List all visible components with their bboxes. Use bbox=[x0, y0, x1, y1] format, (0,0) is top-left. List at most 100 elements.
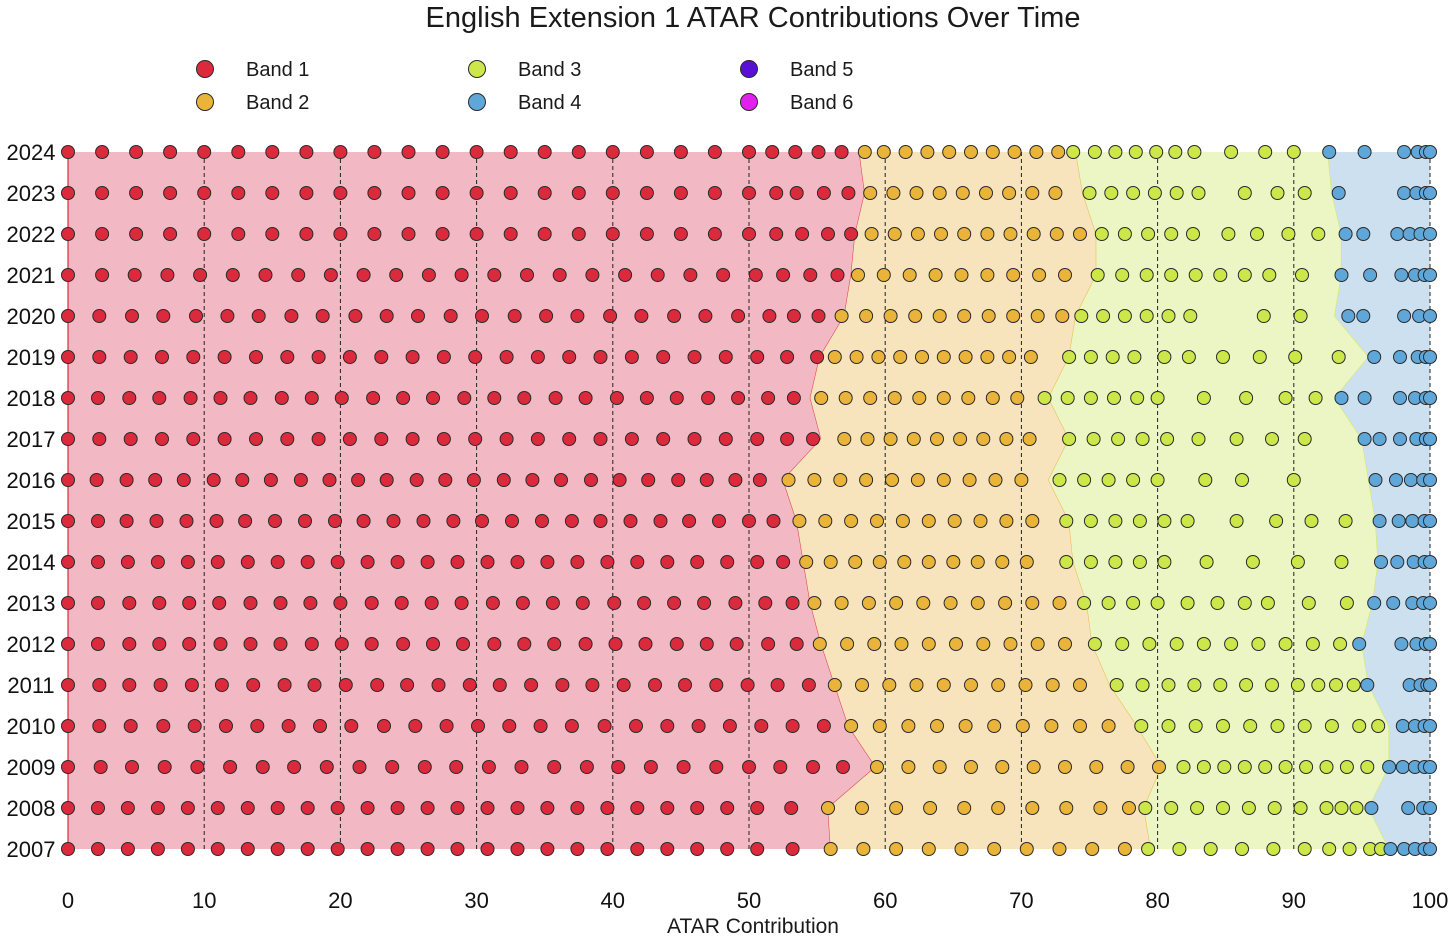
data-point bbox=[799, 555, 814, 569]
data-point bbox=[785, 842, 800, 856]
data-point bbox=[334, 637, 349, 651]
data-point bbox=[893, 350, 908, 364]
data-point bbox=[1363, 268, 1378, 282]
data-point bbox=[1278, 391, 1293, 405]
data-point bbox=[1319, 760, 1334, 774]
data-point bbox=[936, 350, 951, 364]
y-tick-label: 2017 bbox=[7, 427, 56, 452]
data-point bbox=[776, 268, 791, 282]
data-point bbox=[1258, 760, 1273, 774]
data-point bbox=[503, 227, 518, 241]
data-point bbox=[1086, 432, 1101, 446]
data-point bbox=[964, 678, 978, 692]
data-point bbox=[400, 678, 415, 692]
data-point bbox=[364, 596, 379, 610]
data-point bbox=[687, 350, 702, 364]
data-point bbox=[456, 637, 470, 651]
data-point bbox=[742, 227, 756, 241]
data-point bbox=[690, 555, 705, 569]
data-point bbox=[954, 842, 969, 856]
data-point bbox=[898, 145, 913, 159]
data-point bbox=[731, 391, 746, 405]
data-point bbox=[507, 309, 522, 323]
y-tick-label: 2021 bbox=[7, 263, 56, 288]
data-point bbox=[669, 391, 684, 405]
data-point bbox=[742, 514, 756, 528]
data-point bbox=[1329, 678, 1343, 692]
data-point bbox=[979, 186, 993, 200]
data-point bbox=[246, 678, 261, 692]
data-point bbox=[1161, 309, 1176, 323]
data-point bbox=[390, 555, 405, 569]
data-point bbox=[608, 637, 623, 651]
data-point bbox=[435, 186, 450, 200]
data-point bbox=[830, 268, 845, 282]
data-point bbox=[187, 719, 202, 733]
data-point bbox=[250, 719, 265, 733]
data-point bbox=[1108, 555, 1123, 569]
x-tick-label: 20 bbox=[328, 888, 352, 913]
data-point bbox=[469, 186, 484, 200]
data-point bbox=[420, 555, 435, 569]
data-point bbox=[616, 678, 631, 692]
data-point bbox=[934, 227, 948, 241]
data-point bbox=[1397, 186, 1412, 200]
data-point bbox=[1290, 555, 1305, 569]
data-point bbox=[1260, 596, 1275, 610]
data-point bbox=[698, 309, 713, 323]
data-point bbox=[740, 678, 755, 692]
data-point bbox=[270, 842, 285, 856]
data-point bbox=[1025, 514, 1040, 528]
legend-marker bbox=[740, 60, 758, 78]
data-point bbox=[593, 514, 608, 528]
data-point bbox=[762, 309, 777, 323]
legend-label: Band 4 bbox=[518, 92, 581, 114]
data-point bbox=[1002, 350, 1017, 364]
data-point bbox=[150, 842, 165, 856]
data-point bbox=[193, 268, 208, 282]
data-point bbox=[722, 719, 737, 733]
data-point bbox=[1423, 145, 1437, 159]
data-point bbox=[119, 514, 134, 528]
data-point bbox=[1087, 145, 1102, 159]
data-point bbox=[1341, 309, 1356, 323]
data-point bbox=[515, 596, 530, 610]
data-point bbox=[748, 268, 763, 282]
data-point bbox=[156, 719, 171, 733]
data-point bbox=[1062, 350, 1077, 364]
data-point bbox=[61, 432, 75, 446]
data-point bbox=[955, 186, 970, 200]
data-point bbox=[678, 678, 692, 692]
data-point bbox=[1265, 678, 1279, 692]
data-point bbox=[742, 760, 756, 774]
data-point bbox=[401, 227, 416, 241]
data-point bbox=[396, 391, 411, 405]
data-point bbox=[923, 801, 938, 815]
data-point bbox=[183, 391, 198, 405]
data-point bbox=[1083, 514, 1098, 528]
data-point bbox=[270, 555, 285, 569]
data-point bbox=[424, 596, 439, 610]
data-point bbox=[1023, 350, 1038, 364]
data-point bbox=[1301, 596, 1316, 610]
data-point bbox=[844, 227, 859, 241]
data-point bbox=[61, 145, 75, 159]
data-point bbox=[330, 801, 345, 815]
data-point bbox=[690, 801, 705, 815]
data-point bbox=[643, 760, 658, 774]
data-point bbox=[593, 432, 608, 446]
data-point bbox=[91, 842, 105, 856]
data-point bbox=[863, 186, 878, 200]
data-point bbox=[1367, 596, 1382, 610]
data-point bbox=[209, 514, 224, 528]
data-point bbox=[265, 186, 280, 200]
data-point bbox=[958, 719, 973, 733]
data-point bbox=[980, 350, 995, 364]
data-point bbox=[1334, 801, 1349, 815]
data-point bbox=[405, 432, 420, 446]
data-point bbox=[304, 391, 319, 405]
data-point bbox=[1037, 391, 1052, 405]
y-tick-label: 2007 bbox=[7, 837, 56, 862]
data-point bbox=[505, 514, 519, 528]
data-point bbox=[712, 514, 726, 528]
